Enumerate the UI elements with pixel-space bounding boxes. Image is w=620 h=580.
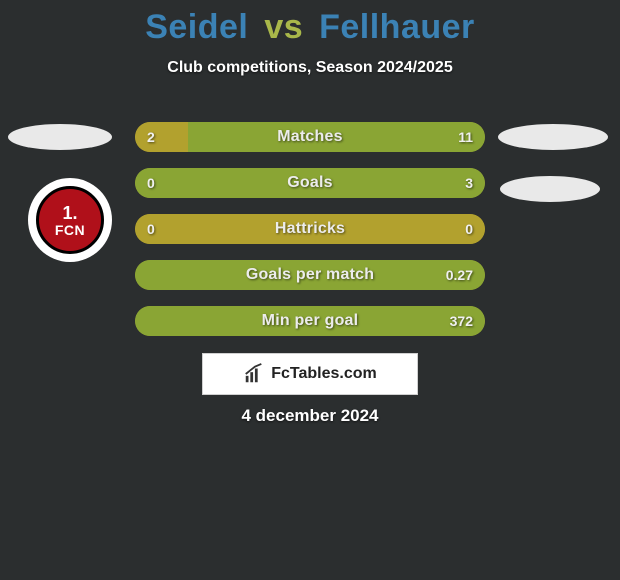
- stat-bar-row: 0.27Goals per match: [135, 260, 485, 290]
- decorative-ellipse: [8, 124, 112, 150]
- bar-label: Goals per match: [135, 260, 485, 290]
- date-text: 4 december 2024: [0, 406, 620, 426]
- player-a-name: Seidel: [145, 8, 248, 46]
- vs-text: vs: [264, 8, 303, 46]
- bar-label: Min per goal: [135, 306, 485, 336]
- badge-line2: FCN: [55, 223, 85, 237]
- stat-bar-row: 372Min per goal: [135, 306, 485, 336]
- decorative-ellipse: [500, 176, 600, 202]
- stat-bar-row: 00Hattricks: [135, 214, 485, 244]
- bar-label: Hattricks: [135, 214, 485, 244]
- player-b-name: Fellhauer: [319, 8, 475, 46]
- bar-label: Matches: [135, 122, 485, 152]
- subtitle: Club competitions, Season 2024/2025: [0, 59, 620, 77]
- stat-bar-row: 03Goals: [135, 168, 485, 198]
- comparison-title: Seidel vs Fellhauer: [0, 0, 620, 47]
- club-badge-inner: 1. FCN: [36, 186, 104, 254]
- chart-icon: [243, 363, 265, 385]
- attribution-box: FcTables.com: [202, 353, 418, 395]
- badge-line1: 1.: [62, 204, 77, 222]
- stat-bar-row: 211Matches: [135, 122, 485, 152]
- bar-label: Goals: [135, 168, 485, 198]
- stat-bars: 211Matches 03Goals 00Hattricks 0.27Goals pe…: [135, 122, 485, 352]
- attribution-text: FcTables.com: [271, 365, 377, 383]
- club-badge: 1. FCN: [28, 178, 112, 262]
- decorative-ellipse: [498, 124, 608, 150]
